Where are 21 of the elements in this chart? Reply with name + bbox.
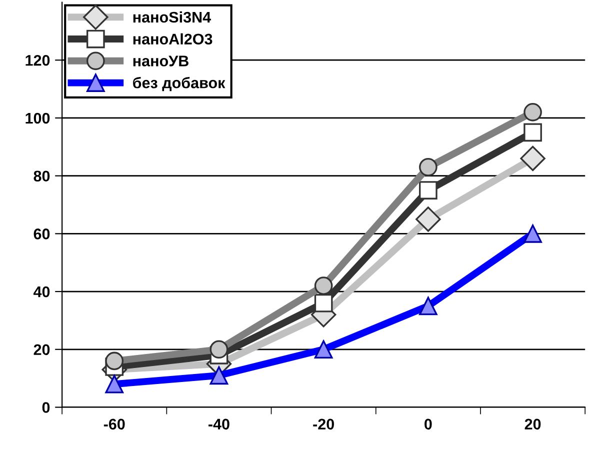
y-tick-label: 40 <box>33 286 50 298</box>
x-tick-label: -60 <box>104 418 125 430</box>
x-tick-label: -40 <box>208 418 230 430</box>
point <box>314 294 333 312</box>
y-tick-label: 100 <box>26 112 50 124</box>
x-tick-label: 20 <box>524 418 541 430</box>
legend-label: наноAl2O3 <box>133 33 212 45</box>
legend-label: наноУВ <box>133 56 188 66</box>
x-tick-label: 0 <box>424 418 432 430</box>
point <box>419 181 438 200</box>
y-tick-label: 120 <box>26 54 50 66</box>
y-tick-label: 80 <box>34 170 50 182</box>
legend-label: без добавок <box>133 76 226 92</box>
legend-label: наноSi3N4 <box>133 11 211 23</box>
point <box>520 146 546 172</box>
y-tick-label: 0 <box>42 402 50 413</box>
point <box>416 206 441 232</box>
x-tick-label: -20 <box>313 418 334 430</box>
y-tick-label: 60 <box>34 228 50 240</box>
y-tick-label: 20 <box>34 344 50 356</box>
point <box>524 123 542 142</box>
